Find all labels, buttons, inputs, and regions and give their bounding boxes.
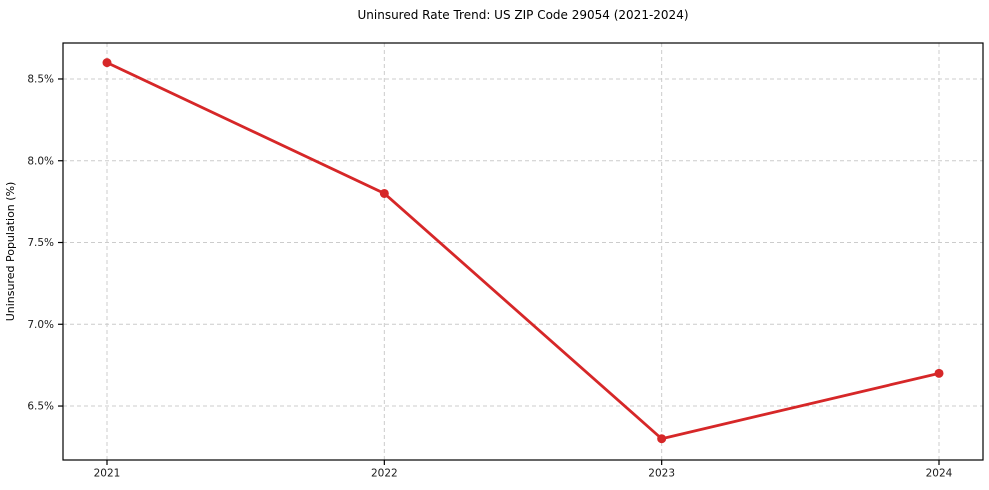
plot-background: [63, 43, 983, 460]
tick-label-layer: 6.5% 7.0% 7.5% 8.0% 8.5% 2021 2022 2023 2024: [27, 74, 952, 480]
y-tick-label: 8.5%: [27, 74, 54, 86]
data-point-marker: [934, 368, 944, 378]
plot-spines: [62, 42, 984, 461]
data-point-marker: [102, 58, 112, 68]
y-axis-label: Uninsured Population (%): [4, 182, 17, 322]
y-tick-label: 7.0%: [27, 319, 54, 331]
x-tick-label: 2023: [648, 468, 675, 480]
y-tick-label: 8.0%: [27, 155, 54, 167]
grid-layer: [63, 43, 983, 460]
data-point-marker: [379, 188, 389, 198]
data-point-marker: [657, 434, 667, 444]
series-layer: [102, 58, 944, 444]
tick-layer: [58, 78, 940, 465]
y-tick-label: 6.5%: [27, 401, 54, 413]
x-tick-label: 2021: [94, 468, 121, 480]
y-tick-label: 7.5%: [27, 237, 54, 249]
trend-line: [105, 61, 941, 441]
x-tick-label: 2024: [926, 468, 953, 480]
x-tick-label: 2022: [371, 468, 398, 480]
chart-title: Uninsured Rate Trend: US ZIP Code 29054 …: [357, 8, 688, 22]
